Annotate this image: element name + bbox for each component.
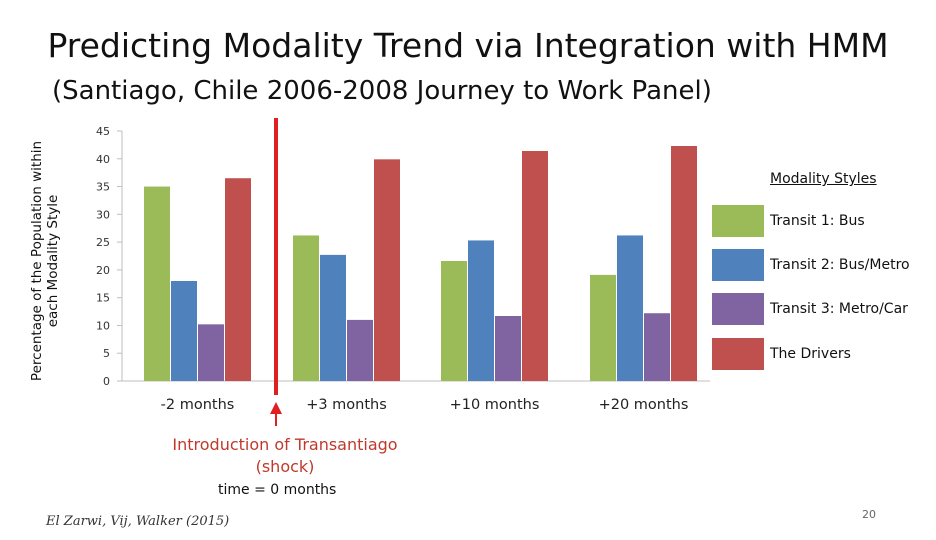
bar-transit-3-metro-car-3-months	[347, 319, 373, 381]
bar-the-drivers-3-months	[374, 159, 400, 381]
legend-title: Modality Styles	[770, 171, 877, 187]
bar-transit-2-bus-metro-10-months	[468, 240, 494, 381]
page-number: 20	[862, 508, 876, 521]
y-tick-label: 35	[96, 181, 110, 194]
x-axis-tick-labels: -2 months +3 months +10 months +20 months	[161, 397, 689, 413]
shock-arrow-head	[270, 402, 282, 414]
bar-transit-1-bus-2-months	[144, 186, 170, 381]
bar-the-drivers-2-months	[225, 178, 251, 381]
legend-label-transit-3-metro-car: Transit 3: Metro/Car	[770, 301, 908, 317]
legend-swatch-transit-3-metro-car	[712, 293, 764, 325]
y-tick-label: 15	[96, 292, 110, 305]
y-tick-label: 5	[103, 347, 110, 360]
bar-the-drivers-10-months	[522, 151, 548, 381]
bar-transit-1-bus-3-months	[293, 235, 319, 381]
shock-annotation: Introduction of Transantiago (shock)	[150, 434, 420, 478]
shock-marker	[270, 118, 282, 426]
bar-the-drivers-20-months	[671, 146, 697, 381]
y-tick-label: 45	[96, 125, 110, 138]
y-tick-label: 30	[96, 208, 110, 221]
x-tick-label: +10 months	[450, 397, 540, 413]
bar-transit-1-bus-20-months	[590, 274, 616, 381]
legend-swatch-transit-1-bus	[712, 205, 764, 237]
bar-transit-2-bus-metro-20-months	[617, 235, 643, 381]
bar-transit-2-bus-metro-2-months	[171, 281, 197, 381]
x-tick-label: +3 months	[306, 397, 387, 413]
legend-label-transit-1-bus: Transit 1: Bus	[770, 213, 865, 229]
legend-label-the-drivers: The Drivers	[770, 346, 851, 362]
legend-label-transit-2-bus-metro: Transit 2: Bus/Metro	[770, 257, 910, 273]
legend-swatch-the-drivers	[712, 338, 764, 370]
legend-swatch-transit-2-bus-metro	[712, 249, 764, 281]
bars	[144, 146, 697, 381]
time-note: time = 0 months	[218, 482, 337, 498]
slide-subtitle: (Santiago, Chile 2006-2008 Journey to Wo…	[52, 76, 712, 106]
citation: El Zarwi, Vij, Walker (2015)	[46, 514, 230, 529]
y-tick-label: 20	[96, 264, 110, 277]
bar-transit-3-metro-car-20-months	[644, 313, 670, 381]
x-tick-label: +20 months	[599, 397, 689, 413]
y-axis: 0 5 10 15 20 25 30 35 40 45	[96, 125, 710, 388]
y-tick-label: 10	[96, 319, 110, 332]
y-tick-label: 40	[96, 153, 110, 166]
bar-transit-3-metro-car-10-months	[495, 316, 521, 381]
slide-title: Predicting Modality Trend via Integratio…	[47, 26, 889, 65]
x-tick-label: -2 months	[161, 397, 235, 413]
bar-transit-3-metro-car-2-months	[198, 324, 224, 381]
y-tick-label: 0	[103, 375, 110, 388]
bar-transit-2-bus-metro-3-months	[320, 254, 346, 381]
shock-annotation-line2: (shock)	[255, 457, 315, 476]
y-tick-label: 25	[96, 236, 110, 249]
shock-annotation-line1: Introduction of Transantiago	[172, 435, 398, 454]
bar-transit-1-bus-10-months	[441, 261, 467, 381]
